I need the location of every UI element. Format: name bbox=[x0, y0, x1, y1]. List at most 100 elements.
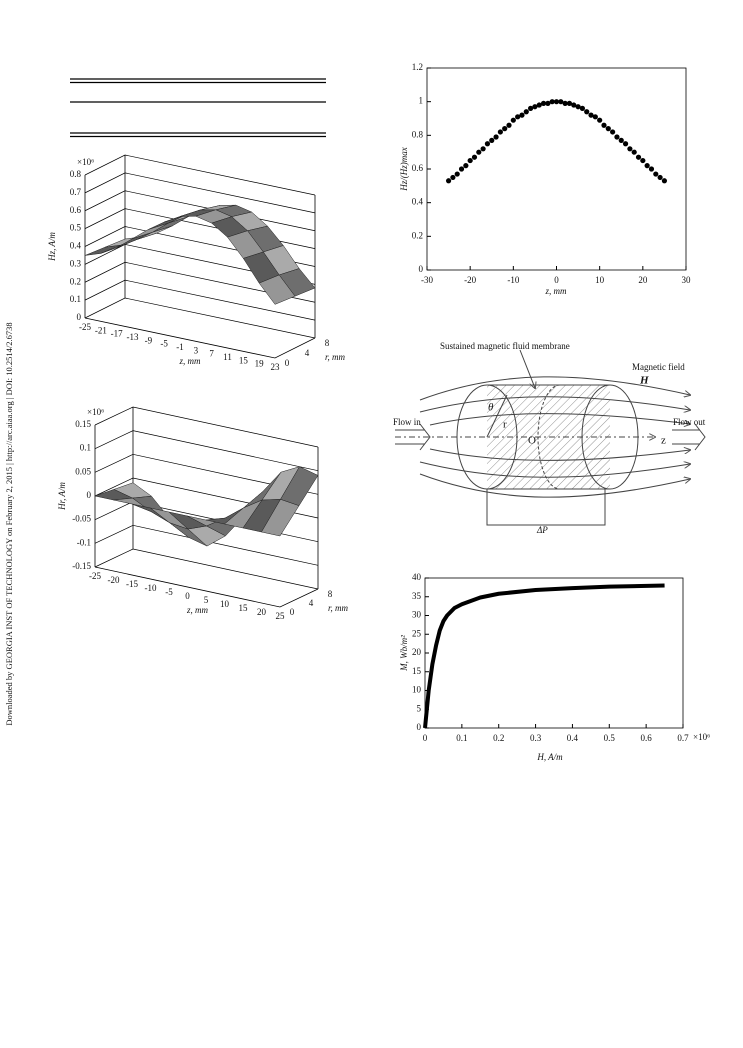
multiplier: ×10⁶ bbox=[693, 732, 710, 742]
point bbox=[562, 100, 568, 106]
point bbox=[592, 114, 598, 120]
diagram-label: ΔP bbox=[536, 525, 548, 535]
point bbox=[493, 134, 499, 140]
point bbox=[536, 102, 542, 108]
point bbox=[610, 129, 616, 135]
point bbox=[631, 149, 637, 155]
x-tick-label: -20 bbox=[464, 275, 476, 285]
y-tick-label: 0.7 bbox=[70, 187, 82, 197]
point bbox=[640, 157, 646, 164]
x-tick-label: -13 bbox=[127, 332, 139, 342]
point bbox=[445, 178, 452, 184]
x-tick-label: 15 bbox=[239, 355, 249, 365]
point bbox=[515, 114, 521, 120]
grid-line bbox=[94, 406, 319, 448]
surface-chart: -0.15 -0.1 -0.05 0 0.05 0.1 0.15 -25 -20 -15 -10 -5… bbox=[57, 406, 349, 621]
x-axis-label: z, mm bbox=[186, 605, 209, 615]
point bbox=[657, 174, 663, 181]
point bbox=[540, 100, 547, 106]
x-tick-label: 10 bbox=[220, 599, 230, 609]
y-tick-label: 1.2 bbox=[412, 62, 423, 72]
multiplier: ×10⁶ bbox=[87, 407, 104, 417]
y-tick-label: 0 bbox=[419, 264, 424, 274]
x-tick-label: 7 bbox=[209, 349, 214, 359]
surface-cell bbox=[84, 244, 121, 256]
y-tick-label: 35 bbox=[412, 591, 422, 601]
x-tick-label: 0 bbox=[185, 591, 190, 601]
surface-cell bbox=[258, 274, 296, 305]
point bbox=[644, 163, 650, 169]
surface-chart: 00.10.20.30.40.50.60.70.8-25 -21 -17 -13 -9-… bbox=[47, 154, 346, 372]
table-rules bbox=[70, 78, 326, 138]
point bbox=[648, 166, 655, 172]
y-tick-label: 0.4 bbox=[70, 241, 82, 251]
point bbox=[489, 137, 495, 143]
y-tick-label: 0.6 bbox=[70, 205, 82, 215]
diagram-label: Magnetic field bbox=[632, 362, 685, 372]
y-tick-label: 40 bbox=[412, 572, 422, 582]
x-axis-label: H, A/m bbox=[536, 752, 563, 762]
point bbox=[588, 112, 594, 118]
diagram-label: r bbox=[503, 419, 507, 431]
x-axis-label: z, mm bbox=[178, 356, 201, 366]
surface-cell bbox=[152, 216, 189, 233]
x-tick-label: 0.3 bbox=[530, 733, 542, 743]
x-tick-label: 0.4 bbox=[567, 733, 579, 743]
y-tick-label: 0.1 bbox=[70, 294, 81, 304]
y-axis-label: Hz/(Hz)max bbox=[399, 147, 409, 192]
x-tick-label: -9 bbox=[145, 335, 153, 345]
point bbox=[653, 171, 659, 177]
y-tick-label: -0.15 bbox=[72, 561, 91, 571]
point bbox=[454, 171, 460, 177]
depth-tick-label: 0 bbox=[285, 358, 290, 368]
x-tick-label: -1 bbox=[176, 342, 184, 352]
grid-line bbox=[94, 430, 319, 472]
depth-tick-label: 8 bbox=[328, 589, 333, 599]
point bbox=[635, 154, 642, 160]
x-tick-label: -17 bbox=[111, 329, 123, 339]
plot-frame bbox=[426, 67, 687, 271]
y-axis-label: Hz, A/m bbox=[47, 232, 57, 262]
x-tick-label: -20 bbox=[108, 575, 120, 585]
y-tick-label: 25 bbox=[412, 628, 422, 638]
depth-tick-label: 8 bbox=[325, 338, 330, 348]
plot-frame bbox=[424, 577, 684, 729]
diagram-label: O bbox=[528, 435, 536, 447]
point bbox=[579, 105, 586, 111]
point bbox=[471, 154, 478, 160]
y-tick-label: 0 bbox=[77, 312, 82, 322]
x-tick-label: 5 bbox=[204, 595, 209, 605]
diagram-label: Sustained magnetic fluid membrane bbox=[440, 341, 570, 351]
y-tick-label: 0.1 bbox=[80, 443, 91, 453]
point bbox=[597, 117, 603, 123]
x-tick-label: -25 bbox=[89, 571, 101, 581]
diagram-label: θ bbox=[488, 402, 494, 414]
x-tick-label: 0.6 bbox=[641, 733, 653, 743]
x-tick-label: 0.7 bbox=[677, 733, 689, 743]
y-tick-label: 0.05 bbox=[75, 466, 91, 476]
y-tick-label: 0.15 bbox=[75, 419, 91, 429]
point bbox=[484, 141, 491, 147]
x-tick-label: 11 bbox=[223, 352, 232, 362]
x-tick-label: 0.2 bbox=[493, 733, 504, 743]
point bbox=[450, 174, 456, 181]
y-tick-label: -0.1 bbox=[77, 537, 91, 547]
point bbox=[601, 122, 607, 128]
y-tick-label: 1 bbox=[419, 96, 424, 106]
point bbox=[519, 112, 525, 118]
x-tick-label: -15 bbox=[126, 579, 138, 589]
scatter-chart: -30 -20 -10 0 10 20 30 0 0.2 0.4 0.6 0.8 1 1.2 z, mm Hz… bbox=[399, 62, 691, 296]
x-tick-label: 3 bbox=[194, 345, 199, 355]
point bbox=[627, 146, 633, 152]
side-note: Downloaded by GEORGIA INST OF TECHNOLOGY… bbox=[4, 322, 14, 725]
y-axis-label: Hr, A/m bbox=[57, 482, 67, 511]
diagram-label: H bbox=[639, 375, 649, 387]
x-axis-label: z, mm bbox=[544, 286, 567, 296]
y-tick-label: 0.8 bbox=[70, 169, 82, 179]
x-tick-label: -10 bbox=[145, 583, 157, 593]
point bbox=[545, 100, 551, 106]
y-tick-label: 0 bbox=[417, 722, 422, 732]
line bbox=[423, 583, 665, 729]
point bbox=[458, 166, 465, 172]
